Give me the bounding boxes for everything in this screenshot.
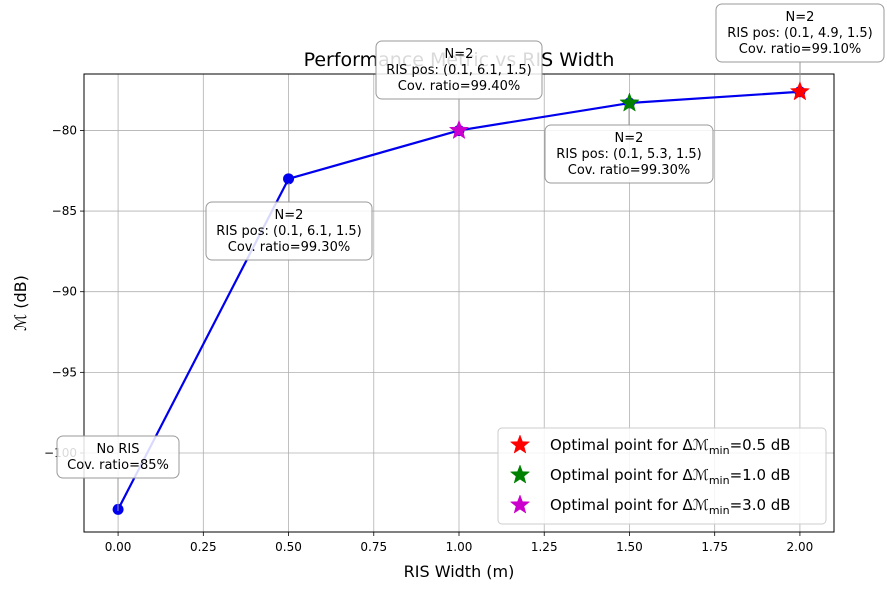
annotation-text: No RIS — [97, 442, 140, 457]
annotation-box — [375, 40, 543, 100]
annotation-text: Cov. ratio=99.30% — [568, 163, 690, 178]
legend-label-subscript: min — [709, 444, 730, 457]
legend-label-subscript: min — [709, 504, 730, 517]
annotation-box — [205, 201, 373, 261]
annotation-box — [544, 124, 714, 184]
annotation-text: Cov. ratio=99.30% — [228, 240, 350, 255]
legend-label: Optimal point for Δℳmin=1.0 dB — [550, 466, 791, 487]
annotation-text: N=2 — [615, 131, 644, 146]
legend-label-suffix: =3.0 dB — [730, 496, 791, 514]
annotation-text: Cov. ratio=99.10% — [739, 42, 861, 57]
y-tick-label: −95 — [52, 365, 77, 379]
legend-star-icon — [509, 464, 531, 484]
legend-label-symbol: ℳ — [693, 496, 709, 514]
annotation-text: RIS pos: (0.1, 6.1, 1.5) — [216, 224, 361, 239]
annotation-text: Cov. ratio=85% — [67, 458, 169, 473]
optimal-point-star — [789, 81, 811, 101]
legend-box — [497, 427, 827, 525]
x-axis-title: RIS Width (m) — [404, 562, 515, 581]
x-tick-label: 0.00 — [105, 540, 132, 554]
x-tick-label: 1.00 — [446, 540, 473, 554]
y-tick-label: −85 — [52, 204, 77, 218]
legend-label-suffix: =1.0 dB — [730, 466, 791, 484]
legend-label-prefix: Optimal point for Δ — [550, 466, 694, 484]
optimal-point-star — [619, 92, 640, 112]
annotation-box — [56, 435, 180, 479]
legend-label: Optimal point for Δℳmin=0.5 dB — [550, 436, 791, 457]
data-point — [283, 173, 295, 185]
legend-label-prefix: Optimal point for Δ — [550, 436, 694, 454]
annotation-text: RIS pos: (0.1, 5.3, 1.5) — [556, 147, 701, 162]
x-tick-label: 0.75 — [360, 540, 387, 554]
legend-star-icon — [509, 434, 531, 454]
y-axis-title: ℳ (dB) — [11, 275, 30, 331]
x-tick-label: 1.25 — [531, 540, 558, 554]
x-tick-label: 0.25 — [190, 540, 217, 554]
x-tick-label: 1.75 — [701, 540, 728, 554]
annotation-box — [715, 3, 885, 63]
x-tick-label: 1.50 — [616, 540, 643, 554]
legend-label-symbol: ℳ — [693, 466, 709, 484]
legend-label: Optimal point for Δℳmin=3.0 dB — [550, 496, 791, 517]
annotation-text: N=2 — [786, 10, 815, 25]
legend-label-prefix: Optimal point for Δ — [550, 496, 694, 514]
annotation-text: N=2 — [275, 208, 304, 223]
legend-label-symbol: ℳ — [693, 436, 709, 454]
optimal-point-star — [448, 119, 470, 140]
y-tick-label: −80 — [52, 123, 77, 137]
x-tick-label: 2.00 — [787, 540, 814, 554]
legend-label-subscript: min — [709, 474, 730, 487]
y-tick-label: −90 — [52, 285, 77, 299]
annotation-text: N=2 — [445, 47, 474, 62]
annotation-text: Cov. ratio=99.40% — [398, 79, 520, 94]
legend-label-suffix: =0.5 dB — [730, 436, 791, 454]
ticks: 0.00 0.25 0.50 0.75 1.00 1.25 1.50 1.75 2.00 −80 −… — [44, 123, 813, 554]
x-tick-label: 0.50 — [275, 540, 302, 554]
annotation-text: RIS pos: (0.1, 4.9, 1.5) — [727, 26, 872, 41]
annotation-text: RIS pos: (0.1, 6.1, 1.5) — [386, 63, 531, 78]
legend-star-icon — [509, 494, 531, 514]
